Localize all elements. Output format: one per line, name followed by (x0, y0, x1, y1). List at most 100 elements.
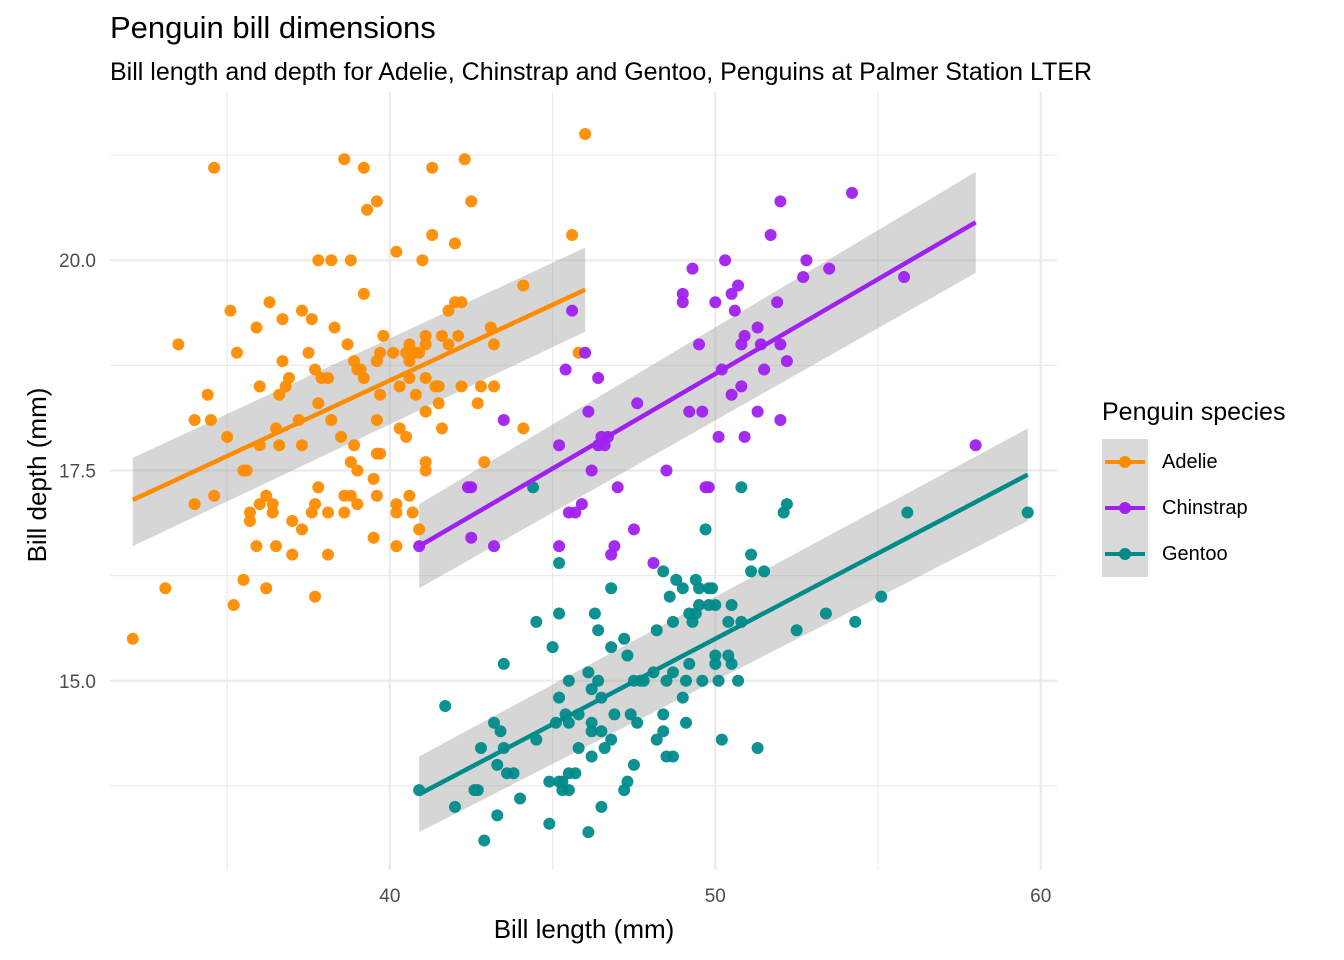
point-adelie (282, 371, 295, 384)
point-adelie (435, 329, 448, 342)
point-gentoo (546, 641, 559, 654)
point-adelie (393, 380, 406, 393)
point-gentoo (725, 657, 738, 670)
point-gentoo (474, 742, 487, 755)
point-adelie (263, 296, 276, 309)
point-chinstrap (686, 262, 699, 275)
point-adelie (367, 531, 380, 544)
point-chinstrap (579, 346, 592, 359)
point-adelie (325, 254, 338, 267)
point-adelie (406, 506, 419, 519)
point-gentoo (592, 674, 605, 687)
point-adelie (296, 304, 309, 317)
point-adelie (243, 514, 256, 527)
point-gentoo (699, 523, 712, 536)
point-adelie (344, 254, 357, 267)
point-gentoo (562, 716, 575, 729)
point-adelie (400, 430, 413, 443)
point-gentoo (585, 716, 598, 729)
point-gentoo (680, 674, 693, 687)
point-chinstrap (725, 388, 738, 401)
point-gentoo (543, 775, 556, 788)
point-adelie (442, 338, 455, 351)
point-chinstrap (582, 405, 595, 418)
point-adelie (338, 153, 351, 166)
point-adelie (517, 279, 530, 292)
point-adelie (403, 338, 416, 351)
point-gentoo (715, 733, 728, 746)
point-adelie (201, 388, 214, 401)
point-adelie (426, 161, 439, 174)
point-adelie (309, 590, 322, 603)
point-adelie (338, 506, 351, 519)
point-gentoo (588, 607, 601, 620)
point-gentoo (627, 758, 640, 771)
legend-title: Penguin species (1102, 398, 1286, 426)
legend: Penguin species Adelie Chinstrap Gentoo (1102, 398, 1285, 577)
point-adelie (387, 346, 400, 359)
point-adelie (419, 456, 432, 469)
point-adelie (237, 573, 250, 586)
point-adelie (204, 414, 217, 427)
point-gentoo (709, 599, 722, 612)
point-gentoo (621, 649, 634, 662)
chart-title: Penguin bill dimensions (110, 10, 436, 45)
point-adelie (377, 329, 390, 342)
point-adelie (322, 548, 335, 561)
point-chinstrap (465, 531, 478, 544)
point-gentoo (595, 800, 608, 813)
point-adelie (351, 498, 364, 511)
point-gentoo (1021, 506, 1034, 519)
point-adelie (458, 153, 471, 166)
point-chinstrap (696, 405, 709, 418)
point-gentoo (572, 742, 585, 755)
tick-labels: 40 50 60 15.0 17.5 20.0 (59, 251, 1051, 907)
point-gentoo (790, 624, 803, 637)
point-adelie (302, 346, 315, 359)
point-chinstrap (735, 380, 748, 393)
point-adelie (419, 371, 432, 384)
y-axis-title: Bill depth (mm) (22, 388, 52, 563)
point-chinstrap (709, 296, 722, 309)
point-adelie (478, 456, 491, 469)
point-gentoo (608, 708, 621, 721)
point-chinstrap (797, 271, 810, 284)
point-gentoo (491, 758, 504, 771)
point-adelie (419, 329, 432, 342)
legend-item-gentoo: Gentoo (1102, 531, 1285, 577)
point-gentoo (605, 582, 618, 595)
point-adelie (309, 498, 322, 511)
point-adelie (243, 506, 256, 519)
legend-label-chinstrap: Chinstrap (1162, 496, 1248, 519)
point-adelie (250, 540, 263, 553)
point-gentoo (553, 557, 566, 570)
point-adelie (276, 355, 289, 368)
point-gentoo (605, 733, 618, 746)
point-gentoo (709, 649, 722, 662)
point-gentoo (657, 708, 670, 721)
point-gentoo (693, 582, 706, 595)
point-gentoo (553, 607, 566, 620)
point-adelie (273, 439, 286, 452)
point-gentoo (849, 615, 862, 628)
point-gentoo (530, 615, 543, 628)
trend-line-chinstrap (418, 220, 977, 549)
point-chinstrap (488, 540, 501, 553)
point-gentoo (618, 632, 631, 645)
point-chinstrap (758, 363, 771, 376)
legend-label-gentoo: Gentoo (1162, 542, 1228, 565)
point-gentoo (514, 792, 527, 805)
point-adelie (344, 489, 357, 502)
point-gentoo (497, 657, 510, 670)
point-gentoo (722, 615, 735, 628)
point-adelie (296, 523, 309, 536)
point-adelie (341, 338, 354, 351)
point-adelie (474, 380, 487, 393)
point-adelie (276, 313, 289, 326)
x-axis-title: Bill length (mm) (494, 914, 675, 944)
trend-line-adelie (131, 287, 587, 502)
point-gentoo (448, 800, 461, 813)
point-gentoo (650, 624, 663, 637)
point-chinstrap (676, 287, 689, 300)
point-chinstrap (764, 228, 777, 241)
